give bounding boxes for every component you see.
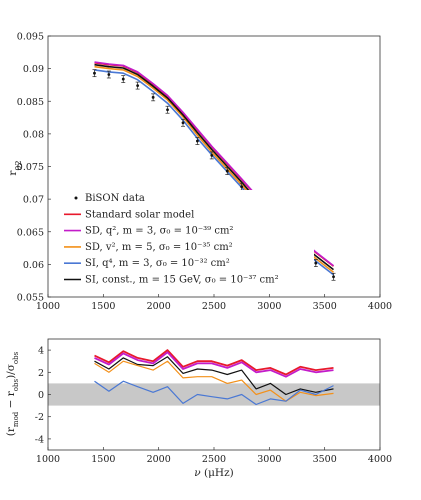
legend-label: SD, q², m = 3, σ₀ = 10⁻³⁹ cm² [85,226,233,237]
observed-point [106,70,111,79]
top-x-tick-label: 1500 [91,301,115,312]
observed-point [331,272,336,281]
top-x-tick-label: 2500 [202,301,226,312]
uncertainty-band [48,383,380,406]
top-x-tick-label: 2000 [147,301,171,312]
top-x-tick-label: 4000 [368,301,392,312]
observed-point [313,259,318,267]
top-panel: 1000 1500 2000 2500 3000 3500 4000 0.0550.060.… [7,32,392,313]
bottom-panel: 1000 1500 2000 2500 3000 3500 4000 -4 -2 0 2 4 (rm… [5,338,392,479]
observed-point [151,93,156,102]
observed-point [121,75,126,83]
top-y-tick-label: 0.06 [23,260,44,271]
bottom-x-tick-label: 3000 [257,454,281,465]
bottom-x-tick-label: 2500 [202,454,226,465]
bottom-x-tick-label: 2000 [147,454,171,465]
bottom-y-tick-label: 2 [38,368,44,379]
legend: BiSON data Standard solar model SD, q², m … [60,190,314,294]
top-y-tick-label: 0.085 [17,97,44,108]
top-y-axis-label: r02 [7,160,23,175]
observed-point [225,167,230,175]
observed-point [165,105,170,114]
bottom-y-tick-label: -2 [35,412,44,423]
observed-point [181,118,186,127]
top-y-tick-label: 0.08 [23,129,44,140]
top-y-tick-label: 0.075 [17,162,44,173]
bottom-x-tick-label: 4000 [368,454,392,465]
bottom-x-tick-label: 1000 [36,454,60,465]
bottom-series-line-1 [94,351,334,378]
bottom-y-axis-label: (rmod − robs)/σobs [5,351,20,436]
top-y-tick-label: 0.09 [23,64,44,75]
legend-label: SD, v², m = 5, σ₀ = 10⁻³⁵ cm² [85,242,233,253]
top-y-tick-label: 0.065 [17,227,44,238]
observed-point [92,69,97,78]
observed-point [209,151,214,160]
bottom-x-tick-label: 3500 [313,454,337,465]
top-y-tick-label: 0.095 [17,32,44,43]
bottom-x-axis: 1000 1500 2000 2500 3000 3500 4000 [36,447,392,465]
legend-label: Standard solar model [85,209,194,220]
legend-label: BiSON data [85,193,145,204]
bottom-y-tick-label: 4 [38,346,44,357]
bottom-series-line-4 [94,380,334,406]
bottom-x-tick-label: 1500 [91,454,115,465]
bottom-series-line-2 [94,356,334,396]
legend-label: SI, const., m = 15 GeV, σ₀ = 10⁻³⁷ cm² [85,275,279,286]
observed-point [195,137,200,145]
bottom-x-axis-label: ν (μHz) [194,467,233,479]
bottom-y-tick-label: -4 [35,434,44,445]
top-x-tick-label: 3000 [257,301,281,312]
legend-label: SI, q⁴, m = 3, σ₀ = 10⁻³² cm² [85,258,230,269]
observed-point [135,81,140,90]
top-y-tick-label: 0.07 [23,195,44,206]
bottom-y-tick-label: 0 [38,390,44,401]
top-x-tick-label: 1000 [36,301,60,312]
bottom-y-axis: -4 -2 0 2 4 [35,346,51,445]
top-y-tick-label: 0.055 [17,293,44,304]
top-x-axis: 1000 1500 2000 2500 3000 3500 4000 [36,294,392,312]
legend-marker-bison [74,196,78,200]
bottom-series-line-0 [94,349,334,376]
top-x-tick-label: 3500 [313,301,337,312]
bottom-series-group [94,349,334,406]
legend-box [60,190,314,294]
top-y-axis: 0.055 0.06 0.065 0.07 0.075 0.08 0.085 0.09 0.09… [17,32,51,304]
